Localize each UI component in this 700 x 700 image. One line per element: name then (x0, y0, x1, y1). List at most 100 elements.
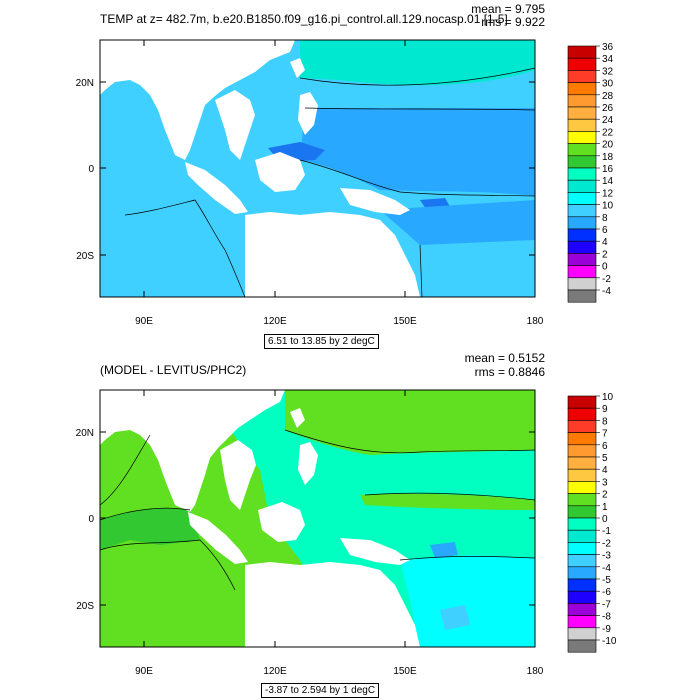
panel1-contour-1 (299, 67, 536, 86)
panel2-colorbar-label: 9 (602, 404, 608, 415)
panel1-colorbar-label: -4 (602, 286, 611, 297)
panel1-colorbar-swatch (567, 94, 597, 108)
panel2-colorbar-swatch (567, 456, 597, 470)
panel2-colorbar-label: 4 (602, 465, 608, 476)
panel2-colorbar-swatch (567, 505, 597, 519)
panel1-colorbar-label: 8 (602, 213, 608, 224)
panel2-land-borneo (258, 502, 305, 542)
panel2-contour-5 (399, 556, 536, 561)
panel2-colorbar-label: -1 (602, 526, 611, 537)
panel1-colorbar-swatch (567, 70, 597, 83)
panel2-frame (99, 389, 536, 648)
panel1-colorbar-label: 30 (602, 79, 614, 90)
panel1-colorbar-label: 6 (602, 225, 608, 236)
panel2-colorbar-swatch (567, 493, 597, 507)
panel2-colorbar-label: 10 (602, 392, 614, 403)
panel2-colorbar-swatch (567, 517, 597, 531)
panel1-colorbar-swatch (567, 106, 597, 120)
panel1-mean: mean = 9.795 (471, 2, 545, 16)
panel2-land-australia (245, 562, 420, 647)
panel2-contour-6 (99, 434, 151, 506)
panel1-colorbar-swatch (567, 228, 597, 242)
panel2-colorbar-swatch (567, 444, 597, 458)
panel2-mean: mean = 0.5152 (464, 351, 545, 365)
panel2-contour-2 (364, 492, 536, 501)
panel2-cold-spot-2 (440, 605, 470, 630)
panel2-xtick-180: 180 (527, 666, 544, 677)
panel2-colorbar-swatch (567, 578, 597, 592)
panel1-cold-patch (268, 142, 325, 162)
panel1-colorbar-label: 20 (602, 140, 614, 151)
panel1-colorbar-swatch (567, 192, 597, 205)
panel2-colorbar-label: 3 (602, 477, 608, 488)
panel2-colorbar-label: -2 (602, 538, 611, 549)
panel2-land-indochina (220, 440, 256, 510)
panel2-colorbar-swatch (567, 615, 597, 629)
panel1-colorbar-label: 36 (602, 42, 614, 53)
panel2-colorbar-label: -5 (602, 575, 611, 586)
panel1-colorbar-label: 24 (602, 115, 614, 126)
panel2-south-cyan (400, 555, 535, 647)
panel1-ticks (100, 40, 536, 297)
panel1-contour-info: 6.51 to 13.85 by 2 degC (264, 334, 379, 349)
panel2-land-asia (100, 390, 285, 512)
panel2-colorbar-swatch (567, 432, 597, 446)
panel1-colorbar-swatch (567, 118, 597, 132)
panel2-north-pacific-green (285, 390, 535, 455)
panel2-colorbar-swatch (567, 590, 597, 604)
panel1-title: TEMP at z= 482.7m, b.e20.B1850.f09_g16.p… (100, 12, 508, 26)
panel2-colorbar-label: 1 (602, 502, 608, 513)
panel2-ytick-20s: 20S (76, 601, 94, 612)
panel1-colorbar-swatch (567, 289, 597, 303)
panel2-colorbar-label: -6 (602, 587, 611, 598)
panel1-colorbar-label: 14 (602, 176, 614, 187)
panel1-contour-5 (419, 244, 423, 298)
panel2-colorbar-label: -4 (602, 563, 611, 574)
panel2-colorbar-label: 2 (602, 490, 608, 501)
panel1-colorbar-swatch (567, 143, 597, 157)
panel1-equatorial-band (300, 108, 535, 196)
panel1-land-australia (245, 212, 420, 297)
panel2-colorbar-swatch (567, 554, 597, 568)
panel2-contour-1 (284, 429, 536, 454)
panel1-colorbar-label: 18 (602, 152, 614, 163)
panel2-colorbar-swatch (567, 481, 597, 494)
panel2-contour-3 (99, 507, 191, 521)
panel2-colorbar-label: 0 (602, 514, 608, 525)
panel2-xtick-120e: 120E (263, 666, 287, 677)
panel2-contour-4 (99, 539, 236, 591)
panel1-land-asia (100, 40, 295, 160)
panel1-rms: rms = 9.922 (481, 15, 545, 29)
panel1-colorbar-swatch (567, 155, 597, 169)
panel2-land-taiwan (290, 408, 305, 428)
panel2-colorbar-swatch (567, 420, 597, 433)
panel2-colorbar-swatch (567, 407, 597, 421)
panel1-colorbar-swatch (567, 167, 597, 181)
panel1-ocean (100, 40, 535, 297)
panel2-colorbar-swatch (567, 627, 597, 641)
panel1-xtick-150e: 150E (393, 316, 417, 327)
panel1-colorbar-swatch (567, 216, 597, 230)
panel1-colorbar-swatch (567, 131, 597, 144)
panel2-title: (MODEL - LEVITUS/PHC2) (100, 363, 247, 377)
panel1-land-philippines (298, 92, 318, 135)
panel1-land-newguinea (340, 188, 410, 215)
panel2-colorbar-label: 7 (602, 429, 608, 440)
panel2-land-sumatra (188, 512, 248, 564)
panel1-colorbar-label: 32 (602, 66, 614, 77)
panel1-colorbar-swatch (567, 57, 597, 71)
panel2-pacific-green-2 (360, 493, 535, 510)
panel2-darker-green (100, 508, 200, 550)
panel1-warm-north-pacific (300, 40, 535, 86)
panel2-ytick-0: 0 (88, 514, 94, 525)
panel2-colorbar-swatch (567, 468, 597, 482)
panel1-ytick-20s: 20S (76, 251, 94, 262)
panel2-colorbar-swatch (567, 639, 597, 653)
panel2-colorbar-label: 5 (602, 453, 608, 464)
panel1-colorbar-swatch (567, 240, 597, 254)
panel1-xtick-120e: 120E (263, 316, 287, 327)
panel2-ticks (100, 390, 536, 647)
